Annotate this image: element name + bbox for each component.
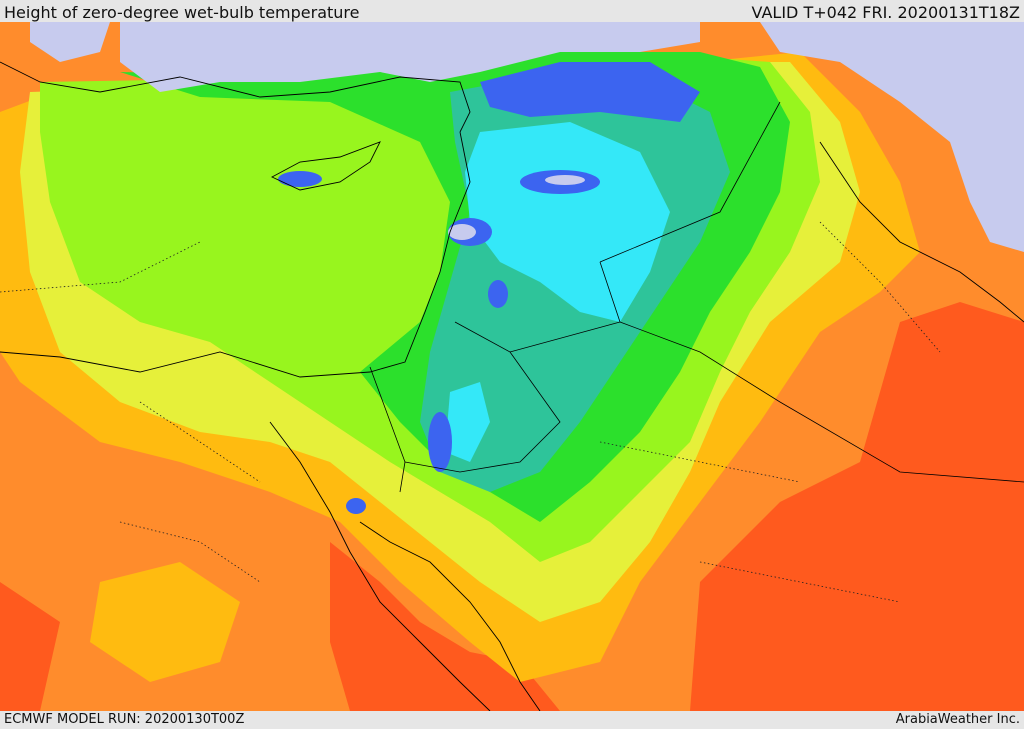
coast-levant xyxy=(0,131,471,378)
coastlines xyxy=(0,61,1024,711)
border-kuwait xyxy=(619,321,1024,483)
field-lavender-ne xyxy=(760,22,1024,252)
map-header: Height of zero-degree wet-bulb temperatu… xyxy=(0,0,1024,22)
border-iraq xyxy=(599,101,781,263)
field-blue-north xyxy=(480,62,700,122)
field-red-east xyxy=(690,302,1024,711)
field-lavender-north xyxy=(120,22,700,92)
weather-map[interactable] xyxy=(0,22,1024,711)
model-run-label: ECMWF MODEL RUN: 20200130T00Z xyxy=(4,712,245,727)
field-red-west xyxy=(0,582,60,711)
field-cyan xyxy=(465,122,670,322)
field-gold-south xyxy=(90,562,240,682)
coast-red-sea-west xyxy=(269,421,491,711)
field-blue-negev xyxy=(428,412,452,472)
field-blue-cyprus xyxy=(278,171,322,187)
coast-gulf xyxy=(819,141,1024,323)
credit-label: ArabiaWeather Inc. xyxy=(895,712,1020,727)
field-blue-sinai xyxy=(346,498,366,514)
valid-time: VALID T+042 FRI. 20200131T18Z xyxy=(751,3,1020,22)
coast-red-sea-east xyxy=(359,521,541,711)
field-lavender-syria xyxy=(545,175,585,185)
field-lavender-lebanon xyxy=(448,224,476,240)
border-jordan xyxy=(454,261,621,353)
field-red-south xyxy=(330,542,560,711)
coast-cyprus xyxy=(270,141,381,191)
field-cyan-south xyxy=(445,382,490,462)
field-blue-jordan xyxy=(488,280,508,308)
map-canvas xyxy=(0,22,1024,711)
map-title: Height of zero-degree wet-bulb temperatu… xyxy=(4,3,360,22)
provincial-boundaries xyxy=(0,221,941,603)
map-footer: ECMWF MODEL RUN: 20200130T00Z ArabiaWeat… xyxy=(0,711,1024,729)
border-saudi xyxy=(404,351,561,473)
borders xyxy=(369,101,1024,493)
field-lavender-nw xyxy=(30,22,110,62)
coast-turkey xyxy=(0,61,471,133)
